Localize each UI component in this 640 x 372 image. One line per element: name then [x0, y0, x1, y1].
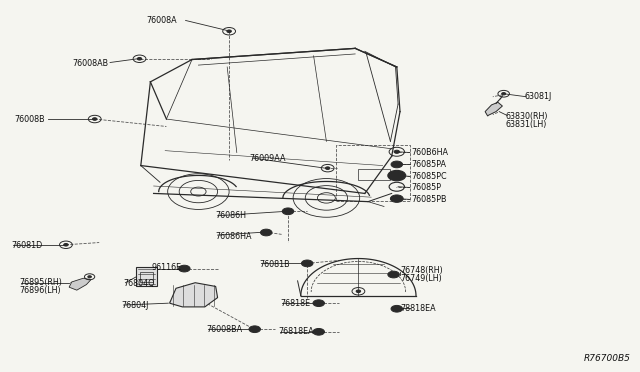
Text: 76085PC: 76085PC [411, 172, 447, 181]
Text: 78818EA: 78818EA [400, 304, 436, 312]
Circle shape [93, 118, 97, 120]
Bar [140, 272, 153, 282]
Text: 76086HA: 76086HA [216, 232, 252, 241]
Bar [136, 267, 157, 286]
Text: 63831(LH): 63831(LH) [506, 120, 547, 129]
Text: 76008AB: 76008AB [73, 59, 109, 68]
Circle shape [502, 93, 506, 95]
Text: 76748(RH): 76748(RH) [400, 266, 443, 275]
Circle shape [313, 300, 324, 307]
Text: 76081B: 76081B [259, 260, 290, 269]
Polygon shape [170, 283, 218, 307]
Text: 760B6HA: 760B6HA [411, 148, 448, 157]
Circle shape [388, 271, 399, 278]
Circle shape [394, 150, 399, 153]
Polygon shape [485, 102, 502, 116]
Text: 76085PB: 76085PB [411, 195, 446, 204]
Text: 76086H: 76086H [216, 211, 246, 220]
Circle shape [64, 243, 68, 246]
Text: 76008A: 76008A [147, 16, 177, 25]
Circle shape [390, 195, 403, 202]
Text: 76804J: 76804J [122, 301, 149, 310]
Circle shape [249, 326, 260, 333]
Bar [358, 169, 390, 180]
Text: 63081J: 63081J [525, 92, 552, 101]
Circle shape [260, 229, 272, 236]
Text: 76081D: 76081D [12, 241, 43, 250]
Text: 76008BA: 76008BA [206, 325, 242, 334]
Circle shape [88, 276, 92, 278]
Text: R76700B5: R76700B5 [584, 354, 630, 363]
Text: 76818E: 76818E [280, 299, 310, 308]
Text: 96116E: 96116E [152, 263, 182, 272]
Circle shape [179, 265, 190, 272]
Text: 76896(LH): 76896(LH) [19, 286, 61, 295]
Circle shape [313, 328, 324, 335]
Circle shape [326, 167, 330, 169]
Circle shape [282, 208, 294, 215]
Text: 76085P: 76085P [411, 183, 441, 192]
Circle shape [138, 57, 142, 60]
Polygon shape [69, 278, 91, 290]
Text: 76008B: 76008B [14, 115, 45, 124]
Text: 76804Q: 76804Q [124, 279, 155, 288]
Circle shape [227, 30, 232, 32]
Text: 76085PA: 76085PA [411, 160, 446, 169]
Text: 76749(LH): 76749(LH) [400, 274, 442, 283]
Circle shape [388, 170, 406, 181]
Text: 63830(RH): 63830(RH) [506, 112, 548, 121]
Text: 76009AA: 76009AA [250, 154, 286, 163]
Circle shape [356, 290, 361, 292]
Circle shape [391, 305, 403, 312]
Text: 76818EA: 76818EA [278, 327, 314, 336]
Circle shape [391, 161, 403, 168]
Text: 76895(RH): 76895(RH) [19, 278, 62, 287]
Circle shape [301, 260, 313, 267]
